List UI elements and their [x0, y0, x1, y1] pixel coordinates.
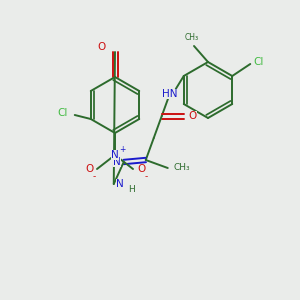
Text: CH₃: CH₃: [185, 34, 199, 43]
Text: Cl: Cl: [253, 57, 263, 67]
Text: N: N: [113, 157, 121, 167]
Text: CH₃: CH₃: [173, 164, 190, 172]
Text: Cl: Cl: [58, 108, 68, 118]
Text: -: -: [144, 172, 148, 182]
Text: O: O: [137, 164, 145, 174]
Text: O: O: [189, 111, 197, 121]
Text: H: H: [128, 184, 135, 194]
Text: HN: HN: [162, 89, 178, 99]
Text: N: N: [111, 150, 119, 160]
Text: +: +: [119, 145, 125, 154]
Text: O: O: [97, 42, 105, 52]
Text: N: N: [116, 179, 124, 189]
Text: O: O: [85, 164, 93, 174]
Text: -: -: [92, 172, 96, 182]
